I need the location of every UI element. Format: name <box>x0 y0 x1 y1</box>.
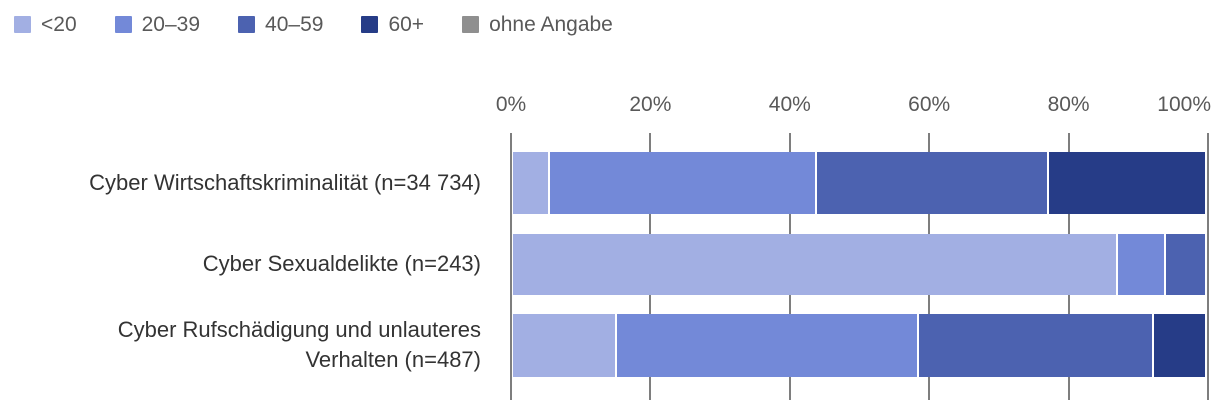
gridline <box>510 133 512 400</box>
category-label: Cyber Rufschädigung und unlauteres Verha… <box>0 315 481 375</box>
bar-segment <box>817 152 1050 214</box>
bar-segment <box>919 314 1154 377</box>
legend-swatch <box>462 16 480 34</box>
category-label: Cyber Wirtschaftskriminalität (n=34 734) <box>0 168 481 198</box>
bar-segment <box>1166 234 1205 295</box>
legend-label: 40–59 <box>265 13 324 36</box>
bar-row <box>511 234 1208 295</box>
legend-label: 20–39 <box>141 13 201 36</box>
bar-segment <box>1153 314 1205 377</box>
legend-swatch <box>14 16 31 34</box>
bar-segment <box>550 152 818 214</box>
x-axis-tick-label: 0% <box>495 93 527 116</box>
category-label-line: Cyber Rufschädigung und unlauteres <box>117 317 481 342</box>
bar-segment <box>1049 152 1205 214</box>
legend-label: 60+ <box>388 13 425 36</box>
legend-item-60-plus: 60+ <box>361 13 424 36</box>
legend-swatch <box>361 16 379 34</box>
legend-item-40-59: 40–59 <box>238 13 323 36</box>
bar-segment <box>513 152 551 214</box>
legend-item-under-20: <20 <box>14 13 77 36</box>
category-label: Cyber Sexualdelikte (n=243) <box>0 249 481 279</box>
x-axis-tick-label: 60% <box>908 93 951 116</box>
legend-label: ohne Angabe <box>489 13 613 36</box>
legend-item-20-39: 20–39 <box>114 13 201 36</box>
x-axis-tick-label: 80% <box>1047 93 1090 116</box>
bar-row <box>511 314 1208 377</box>
bar-row <box>511 152 1208 214</box>
plot-area: 0% 20% 40% 60% 80% 100% <box>496 92 1211 406</box>
category-label-line: Verhalten (n=487) <box>305 347 481 372</box>
bar-segment <box>1117 234 1167 295</box>
legend-swatch <box>238 16 256 34</box>
category-label-line: Cyber Sexualdelikte (n=243) <box>202 251 481 276</box>
legend-item-ohne-angabe: ohne Angabe <box>462 13 613 36</box>
bar-segment <box>513 234 1118 295</box>
legend-swatch <box>114 16 132 34</box>
x-axis-tick-label: 40% <box>768 93 811 116</box>
bar-segment <box>616 314 920 377</box>
legend-label: <20 <box>41 13 77 36</box>
x-axis-tick-label: 100% <box>1157 93 1211 116</box>
legend: <20 20–39 40–59 60+ ohne Angabe <box>14 13 613 36</box>
gridline <box>1207 133 1209 400</box>
category-label-line: Cyber Wirtschaftskriminalität (n=34 734) <box>89 170 481 195</box>
x-axis-tick-label: 20% <box>629 93 672 116</box>
bar-segment <box>513 314 617 377</box>
